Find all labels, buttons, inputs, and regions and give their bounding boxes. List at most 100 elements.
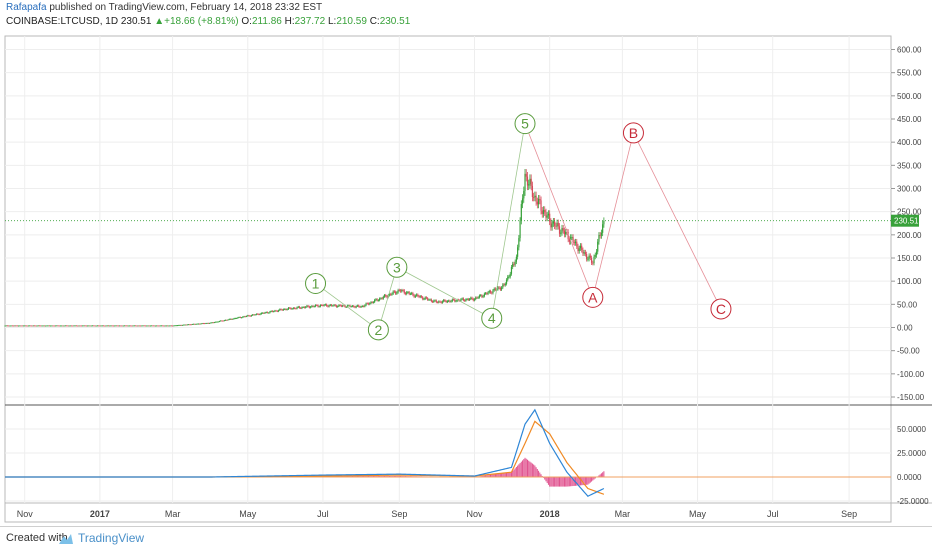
candle-body [395, 291, 397, 294]
time-tick-label: 2018 [540, 509, 560, 519]
candle-body [188, 324, 190, 326]
tradingview-logo-icon[interactable] [58, 532, 74, 546]
candle-body [257, 313, 259, 315]
candle-body [122, 325, 124, 327]
candle-body [74, 325, 76, 327]
candle-body [367, 303, 370, 305]
candle-body [58, 325, 60, 327]
wave-label-5: 5 [521, 116, 529, 132]
candle-body [342, 305, 344, 307]
price-tick-label: 200.00 [897, 231, 922, 240]
candle-body [587, 259, 589, 260]
candle-body [370, 302, 372, 304]
candle-body [269, 311, 271, 313]
tradingview-brand[interactable]: TradingView [78, 531, 145, 545]
candle-body [434, 300, 436, 302]
candle-body [114, 325, 116, 327]
candle-body [573, 242, 575, 244]
candle-body [5, 325, 7, 327]
candle-body [171, 325, 174, 327]
candle-body [344, 305, 346, 307]
candle-body [169, 325, 171, 327]
candle-body [346, 305, 349, 307]
candle-body [385, 295, 387, 297]
candle-body [409, 293, 412, 295]
chart-canvas[interactable]: 600.00550.00500.00450.00400.00350.00300.… [0, 0, 932, 526]
candle-body [301, 307, 303, 309]
candle-body [42, 325, 44, 327]
candle-body [537, 198, 540, 205]
candle-body [467, 299, 469, 300]
author-link[interactable]: Rafapafa [6, 2, 47, 13]
candle-body [135, 325, 137, 327]
candle-body [577, 246, 579, 252]
price-tick-label: 250.00 [897, 208, 922, 217]
candle-body [572, 237, 574, 243]
candle-body [393, 291, 395, 293]
candle-body [104, 325, 106, 327]
candle-body [412, 293, 414, 296]
candle-body [391, 293, 393, 295]
wave-lines [315, 123, 722, 331]
candle-body [558, 226, 561, 234]
candle-body [436, 302, 439, 304]
last-price: 230.51 [120, 16, 152, 27]
candle-body [162, 325, 164, 327]
candle-body [465, 299, 467, 301]
candle-body [423, 298, 425, 300]
candle-body [207, 323, 209, 324]
candle-body [233, 318, 235, 320]
candle-body [131, 325, 133, 327]
candle-body [276, 310, 278, 312]
candle-body [184, 324, 186, 326]
candle-body [197, 323, 200, 325]
candle-body [372, 302, 375, 303]
candle-body [484, 293, 487, 295]
candle-body [390, 294, 392, 295]
candle-body [386, 296, 388, 298]
candle-body [597, 241, 599, 252]
candle-body [35, 325, 37, 327]
candle-body [362, 306, 365, 307]
candle-body [444, 299, 446, 301]
candle-body [153, 325, 155, 327]
candle-body [102, 325, 105, 327]
candle-body [476, 297, 478, 299]
candle-body [125, 325, 127, 327]
wave-label-3: 3 [393, 259, 401, 275]
candle-body [201, 323, 203, 325]
candle-body [590, 257, 593, 263]
candle-body [178, 325, 180, 326]
candle-body [199, 323, 201, 325]
candle-body [271, 310, 274, 312]
candle-body [535, 195, 537, 202]
candle-body [374, 299, 376, 303]
candle-body [534, 195, 536, 198]
candle-body [119, 325, 121, 327]
candle-body [417, 294, 419, 297]
candle-body [127, 325, 129, 327]
candle-body [181, 325, 184, 326]
candle-body [33, 325, 36, 327]
candle-body [579, 245, 582, 249]
candle-body [72, 325, 74, 327]
candle-body [228, 318, 230, 320]
candle-body [148, 325, 150, 327]
candle-body [593, 256, 595, 264]
candle-body [54, 325, 57, 327]
candle-body [133, 325, 135, 327]
candle-body [451, 299, 453, 302]
candle-body [26, 325, 28, 327]
candle-body [428, 299, 430, 301]
candle-body [237, 317, 239, 319]
candle-body [383, 295, 386, 297]
candle-body [196, 323, 198, 325]
price-tick-label: 600.00 [897, 46, 922, 55]
candle-body [530, 178, 532, 186]
candle-body [464, 300, 466, 301]
candle-body [139, 325, 142, 327]
candle-body [433, 300, 435, 302]
candle-body [152, 325, 154, 327]
candle-body [144, 325, 147, 327]
candle-body [422, 297, 424, 300]
